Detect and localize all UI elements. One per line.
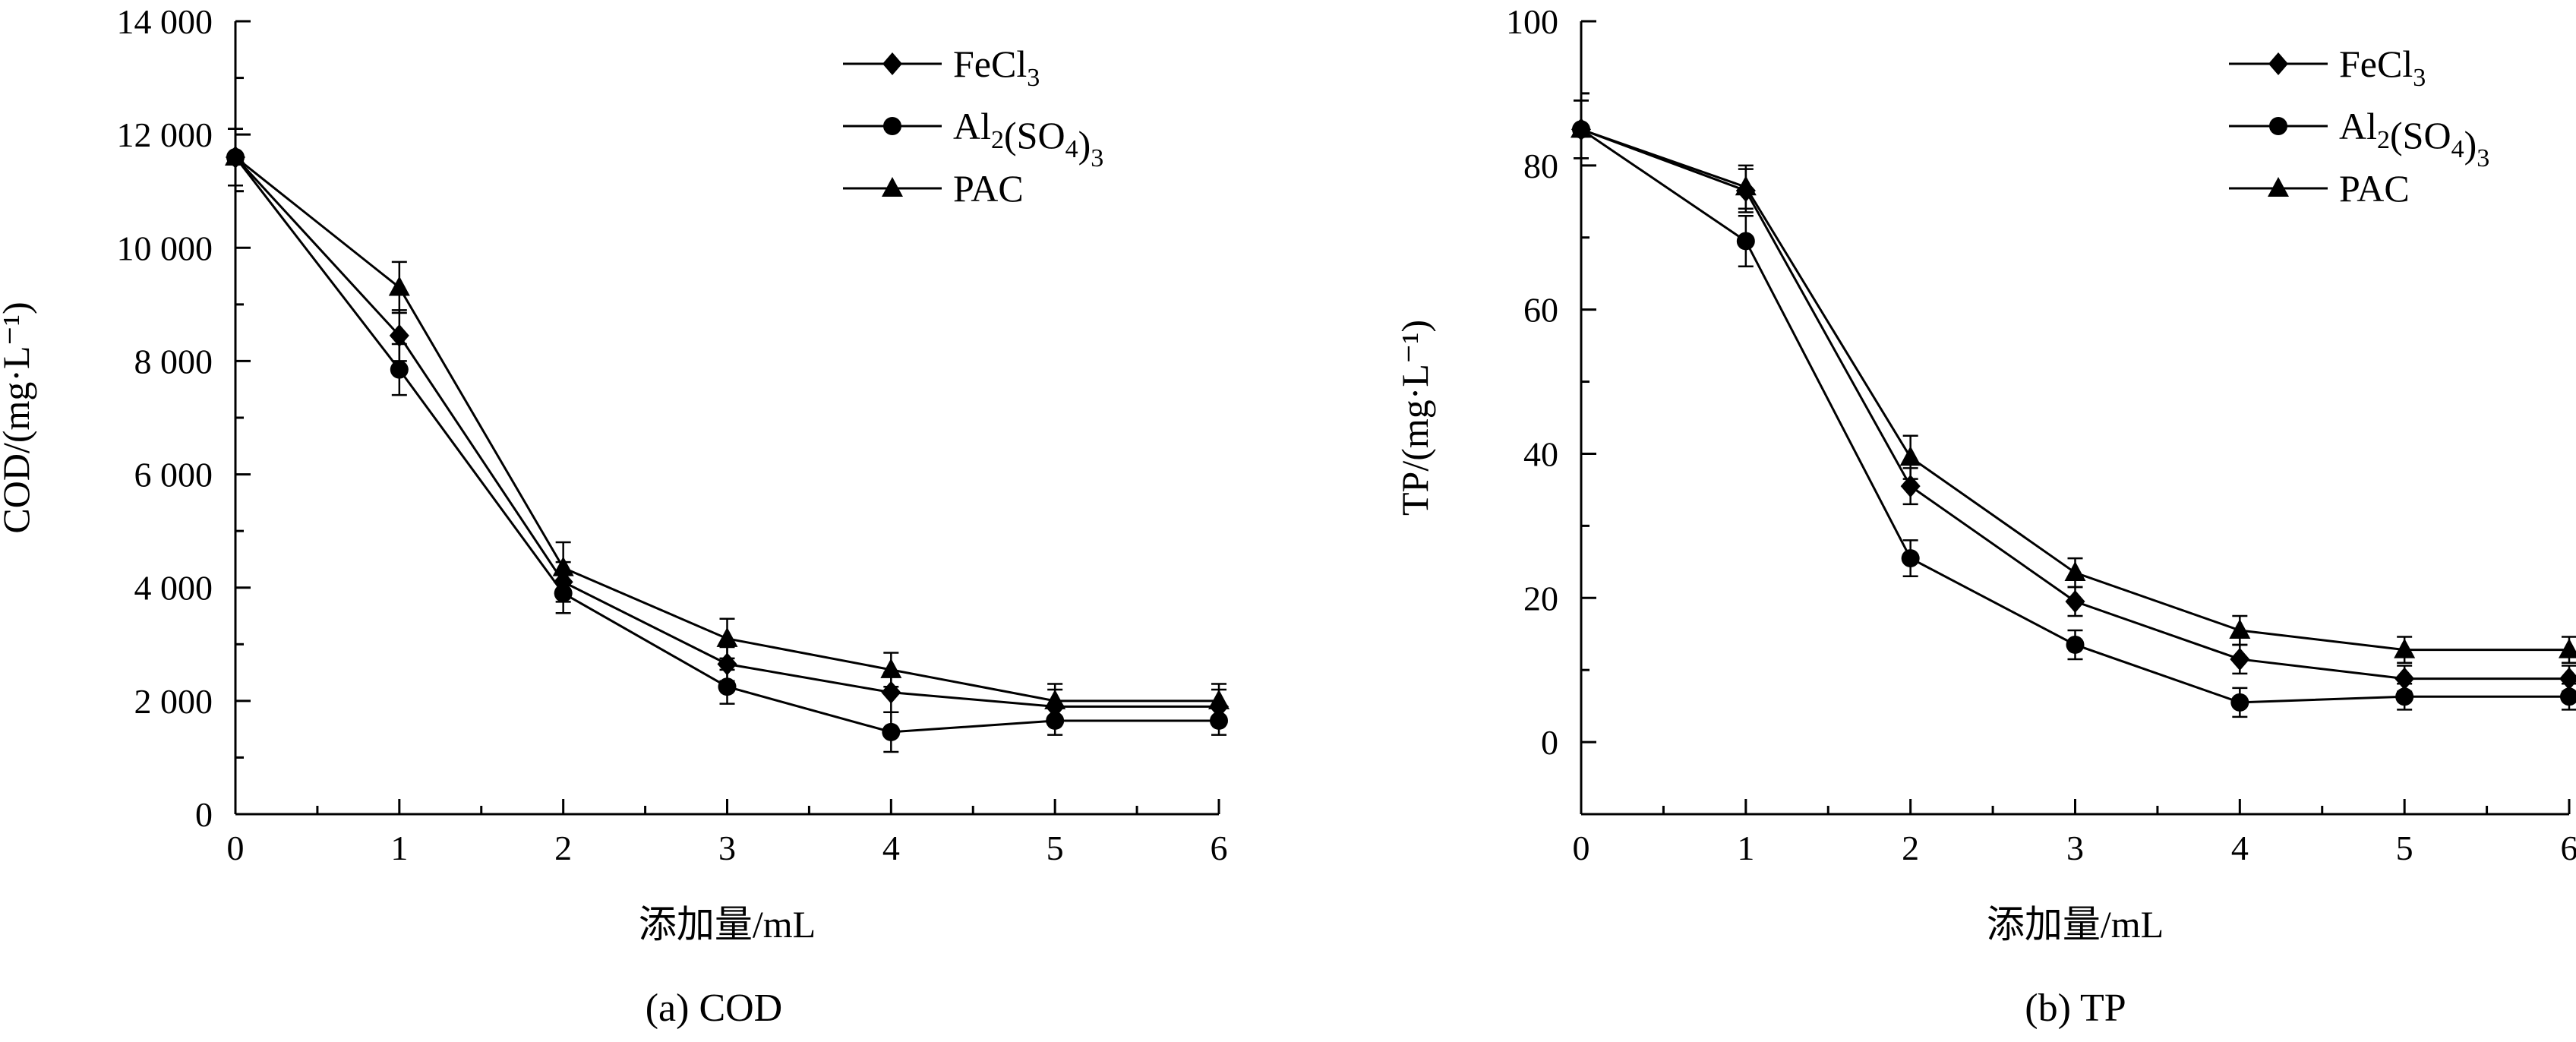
legend-entry: PAC (843, 167, 1024, 210)
series-circle (1572, 99, 2576, 718)
data-point-circle (1901, 549, 1920, 568)
x-tick-label: 6 (1211, 829, 1228, 867)
legend-entry: Al2(SO4)3 (843, 105, 1103, 172)
y-axis-label: COD/(mg·L⁻¹) (0, 302, 37, 533)
data-point-circle (718, 677, 737, 696)
x-axis-label: 添加量/mL (1987, 903, 2164, 946)
legend-marker-diamond (2268, 52, 2288, 75)
data-point-circle (1210, 711, 1228, 730)
legend-label: PAC (953, 167, 1024, 210)
legend-marker-circle (2269, 117, 2287, 135)
y-tick-label: 0 (1541, 723, 1558, 762)
x-tick-label: 0 (227, 829, 245, 867)
data-point-triangle (2064, 561, 2086, 582)
data-point-circle (2560, 687, 2576, 706)
y-tick-label: 8 000 (134, 342, 213, 380)
x-tick-label: 4 (2231, 829, 2249, 867)
data-point-triangle (716, 627, 738, 647)
legend-entry: FeCl3 (843, 43, 1040, 92)
data-point-triangle (225, 145, 246, 166)
data-point-triangle (1208, 689, 1230, 709)
legend-label: Al2(SO4)3 (2339, 105, 2489, 172)
legend-entry: PAC (2229, 167, 2410, 210)
x-tick-label: 2 (554, 829, 572, 867)
x-tick-label: 5 (1046, 829, 1064, 867)
y-tick-label: 40 (1523, 434, 1558, 473)
legend-label: FeCl3 (2339, 43, 2426, 92)
data-point-circle (882, 722, 901, 741)
y-tick-label: 100 (1506, 2, 1558, 41)
legend-marker-triangle (882, 177, 903, 197)
legend-marker-triangle (2268, 177, 2289, 197)
x-tick-label: 3 (2066, 829, 2084, 867)
data-point-triangle (388, 276, 410, 296)
data-point-triangle (1044, 689, 1066, 709)
y-tick-label: 6 000 (134, 456, 213, 494)
y-tick-label: 60 (1523, 291, 1558, 330)
y-tick-label: 80 (1523, 147, 1558, 185)
x-axis-label: 添加量/mL (639, 903, 816, 946)
x-tick-label: 4 (882, 829, 900, 867)
y-axis-label: TP/(mg·L⁻¹) (1394, 320, 1436, 516)
data-point-triangle (1735, 175, 1757, 196)
data-point-triangle (880, 658, 902, 678)
series-triangle (1571, 99, 2576, 664)
series-triangle (225, 128, 1230, 719)
data-point-triangle (552, 556, 574, 576)
y-tick-label: 2 000 (134, 682, 213, 721)
data-point-triangle (1899, 446, 1921, 466)
data-point-circle (390, 360, 409, 379)
data-point-circle (1046, 711, 1065, 730)
data-point-diamond (1900, 475, 1921, 498)
data-point-circle (2066, 635, 2085, 654)
legend-entry: Al2(SO4)3 (2229, 105, 2489, 172)
x-tick-label: 1 (390, 829, 408, 867)
chart-tp: 0 1 2 3 4 5 6020406080100添加量/mLTP/(mg·L⁻¹)(b) … (1394, 2, 2576, 1030)
legend-marker-circle (883, 117, 901, 135)
data-point-diamond (2065, 590, 2085, 614)
data-point-diamond (389, 324, 409, 347)
legend-label: PAC (2339, 167, 2410, 210)
data-point-triangle (2229, 618, 2251, 639)
x-tick-label: 0 (1573, 829, 1590, 867)
legend-label: FeCl3 (953, 43, 1040, 92)
data-point-circle (2395, 687, 2414, 706)
data-point-circle (1736, 232, 1755, 251)
data-point-triangle (2394, 638, 2416, 658)
data-point-diamond (2230, 647, 2250, 671)
y-tick-label: 14 000 (117, 2, 213, 41)
data-point-triangle (1571, 118, 1592, 138)
data-point-triangle (2559, 638, 2576, 658)
legend-marker-diamond (882, 52, 902, 75)
y-tick-label: 12 000 (117, 115, 213, 154)
data-point-circle (2230, 693, 2249, 712)
legend-label: Al2(SO4)3 (953, 105, 1103, 172)
chart-caption: (b) TP (2025, 987, 2126, 1030)
y-tick-label: 0 (195, 795, 213, 834)
legend-entry: FeCl3 (2229, 43, 2426, 92)
chart-caption: (a) COD (646, 987, 783, 1030)
y-tick-label: 4 000 (134, 569, 213, 608)
x-tick-label: 3 (718, 829, 736, 867)
x-tick-label: 6 (2561, 829, 2576, 867)
chart-cod: 0 1 2 3 4 5 6 0 2 000 4 000 6 000 8 000 10 000 12 000… (0, 2, 1230, 1030)
x-tick-label: 2 (1902, 829, 1919, 867)
y-tick-label: 10 000 (117, 229, 213, 267)
x-tick-label: 1 (1737, 829, 1754, 867)
series-diamond (1571, 99, 2576, 693)
x-tick-label: 5 (2396, 829, 2413, 867)
y-tick-label: 20 (1523, 579, 1558, 617)
data-point-diamond (2559, 667, 2576, 690)
